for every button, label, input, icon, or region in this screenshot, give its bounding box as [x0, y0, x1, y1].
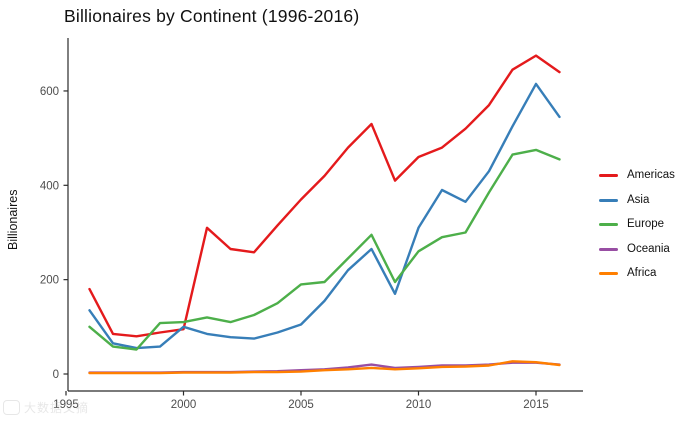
- legend-label: Americas: [627, 169, 675, 181]
- y-tick-label: 600: [40, 86, 59, 98]
- legend: Americas Asia Europe Oceania Africa: [599, 169, 675, 280]
- x-tick-label: 2010: [406, 399, 432, 411]
- legend-item-americas: Americas: [599, 169, 675, 182]
- legend-label: Asia: [627, 193, 650, 206]
- legend-line-icon: [599, 272, 618, 276]
- legend-item-africa: Africa: [599, 267, 675, 280]
- y-tick-label: 400: [40, 180, 59, 192]
- legend-line-icon: [599, 174, 618, 178]
- legend-label: Oceania: [627, 242, 670, 255]
- series-line-africa: [88, 360, 561, 375]
- x-tick-label: 2000: [171, 399, 197, 411]
- x-tick-label: 2015: [523, 399, 549, 411]
- x-tick-label: 2005: [288, 399, 314, 411]
- series-line-americas: [88, 54, 561, 338]
- legend-line-icon: [599, 198, 618, 202]
- x-tick-label: 1995: [53, 399, 79, 411]
- y-axis-title: Billionaires: [6, 189, 20, 251]
- chart-title: Billionaires by Continent (1996-2016): [64, 6, 360, 26]
- legend-line-icon: [599, 247, 618, 251]
- series-line-europe: [88, 148, 561, 351]
- legend-item-europe: Europe: [599, 218, 675, 231]
- y-tick-label: 200: [40, 275, 59, 287]
- series-line-asia: [88, 82, 561, 350]
- legend-item-oceania: Oceania: [599, 242, 675, 256]
- legend-label: Africa: [627, 267, 657, 279]
- legend-item-asia: Asia: [599, 193, 675, 207]
- legend-line-icon: [599, 223, 618, 227]
- y-tick-label: 0: [53, 369, 59, 381]
- legend-label: Europe: [627, 218, 665, 230]
